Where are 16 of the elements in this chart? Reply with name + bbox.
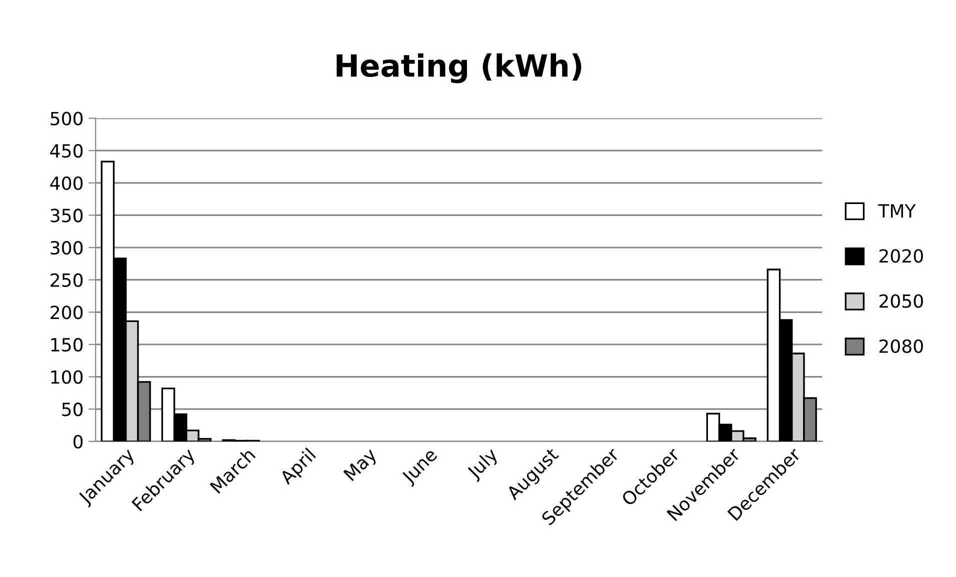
y-tick-label: 350 bbox=[50, 208, 83, 222]
legend-label: 2020 bbox=[880, 249, 923, 263]
legend-label: TMY bbox=[878, 204, 916, 218]
legend-label: 2080 bbox=[880, 339, 923, 354]
y-tick-label: 300 bbox=[50, 240, 83, 255]
chart-title: Heating (kWh) bbox=[336, 53, 582, 84]
y-tick-label: 400 bbox=[50, 176, 83, 190]
y-tick-label: 450 bbox=[50, 144, 83, 158]
y-tick-label: 200 bbox=[50, 306, 83, 320]
y-tick-label: 0 bbox=[73, 434, 83, 449]
y-tick-label: 250 bbox=[50, 273, 83, 287]
y-tick-label: 150 bbox=[51, 338, 83, 352]
y-tick-label: 500 bbox=[50, 112, 83, 126]
legend-label: 2050 bbox=[880, 294, 923, 308]
y-tick-label: 100 bbox=[51, 370, 83, 384]
y-tick-label: 50 bbox=[62, 402, 83, 416]
